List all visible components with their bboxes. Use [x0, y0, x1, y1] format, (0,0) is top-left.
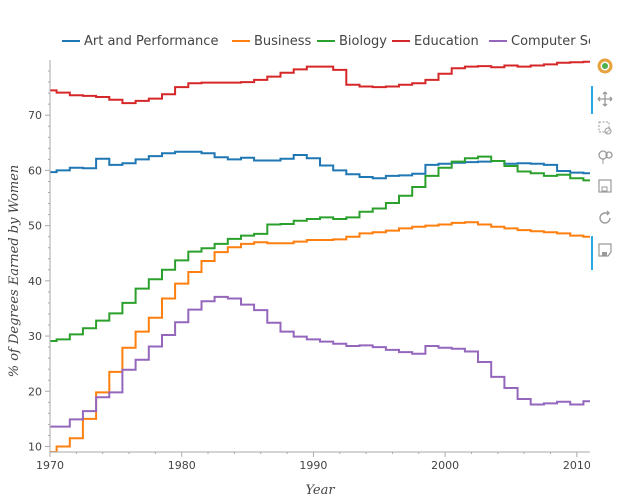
x-tick-label: 2010	[563, 459, 590, 472]
legend-label: Education	[414, 34, 479, 49]
box-select-icon[interactable]	[596, 178, 614, 196]
series-layer	[50, 60, 590, 452]
y-tick-label: 20	[28, 385, 42, 398]
y-tick-label: 30	[28, 330, 42, 343]
x-axis-title: Year	[305, 483, 335, 498]
active-tool-indicator	[591, 86, 593, 114]
legend-item-business[interactable]: Business	[232, 34, 312, 49]
legend-label: Art and Performance	[84, 34, 218, 49]
y-tick-label: 70	[28, 109, 42, 122]
save-icon[interactable]	[596, 242, 614, 260]
legend-item-computer-science[interactable]: Computer Science	[489, 34, 590, 49]
chart-toolbar	[588, 56, 620, 276]
series-line-art-and-performance	[50, 150, 590, 180]
reset-icon[interactable]	[596, 210, 614, 228]
y-tick-label: 40	[28, 275, 42, 288]
legend-label: Business	[254, 34, 312, 49]
box-zoom-icon[interactable]	[596, 120, 614, 138]
x-tick-label: 1980	[168, 459, 196, 472]
bokeh-logo-icon[interactable]	[596, 58, 614, 76]
active-tool-indicator-2	[591, 236, 593, 270]
x-tick-label: 1990	[299, 459, 327, 472]
chart-legend: Art and Performance Business Biology Educat…	[62, 34, 590, 49]
y-tick-label: 60	[28, 164, 42, 177]
legend-item-biology[interactable]: Biology	[317, 34, 387, 49]
legend-label: Biology	[339, 34, 387, 49]
x-tick-label: 2000	[431, 459, 459, 472]
series-line-biology	[50, 155, 590, 342]
series-line-education	[50, 60, 590, 105]
y-tick-label: 50	[28, 220, 42, 233]
legend-item-education[interactable]: Education	[392, 34, 479, 49]
legend-item-art-and-performance[interactable]: Art and Performance	[62, 34, 218, 49]
wheel-zoom-icon[interactable]	[596, 149, 614, 167]
pan-icon[interactable]	[596, 91, 614, 109]
axes: 10 20 30 40 50 60 70 1970 1980 1990 2000 2010	[28, 60, 590, 472]
legend-label: Computer Science	[511, 34, 590, 49]
x-tick-label: 1970	[36, 459, 64, 472]
line-chart: Art and Performance Business Biology Educat…	[7, 34, 590, 498]
y-tick-label: 10	[28, 440, 42, 453]
y-axis-title: % of Degrees Earned by Women	[7, 165, 22, 378]
series-line-business	[50, 221, 590, 452]
series-line-computer-science	[50, 295, 590, 428]
